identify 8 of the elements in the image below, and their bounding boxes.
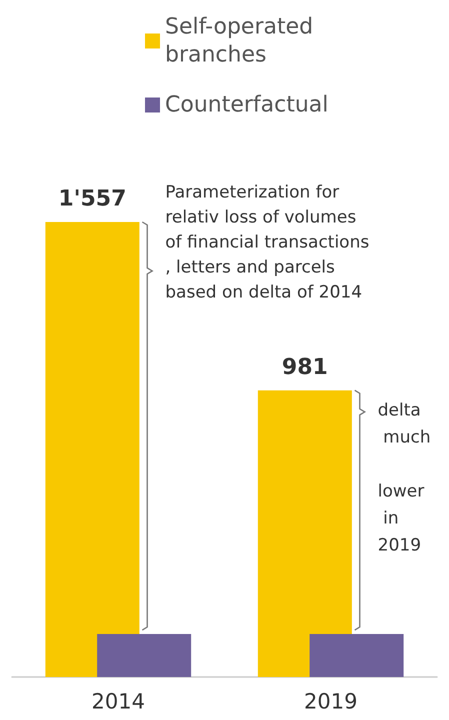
x-tick-label: 2019 bbox=[304, 690, 358, 714]
data-label: 1'557 bbox=[58, 186, 126, 212]
legend-label: Counterfactual bbox=[165, 92, 328, 118]
annotation: Parameterization for relativ loss of volumes of financial transactions, letters and parcels based on delta of 2014 bbox=[165, 182, 370, 302]
legend-label: Self-operated branches bbox=[165, 14, 320, 68]
text: delta much lower in 2019 bbox=[378, 400, 431, 556]
data-label: 981 bbox=[282, 354, 328, 380]
x-tick-label: 2014 bbox=[92, 690, 145, 714]
